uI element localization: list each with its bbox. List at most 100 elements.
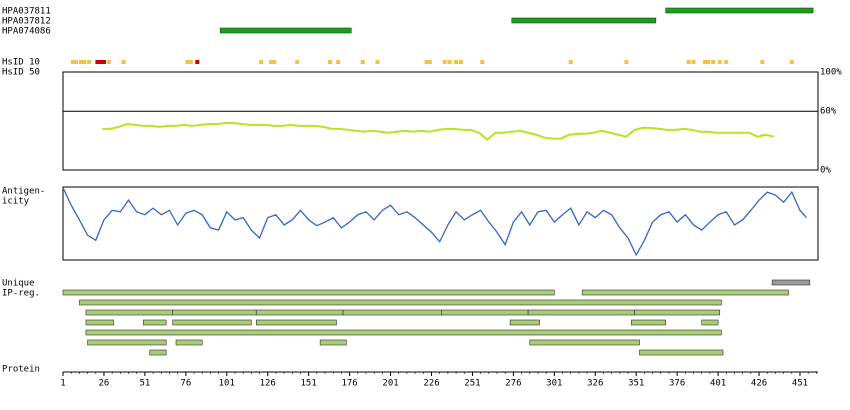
unique-region <box>85 329 722 336</box>
antigenicity-line <box>62 187 808 257</box>
hsid10-label: HsID 10 <box>2 58 40 68</box>
hsid10-mark <box>375 60 380 64</box>
hsid10-mark <box>447 60 452 64</box>
hsid10-mark <box>195 60 200 64</box>
x-tick-label: 51 <box>139 379 150 389</box>
antigenicity-label: Antigen- <box>2 187 45 197</box>
hsid10-mark <box>480 60 485 64</box>
hsid10-mark <box>454 60 459 64</box>
hsid10-mark <box>87 60 92 64</box>
identity-line <box>102 121 775 141</box>
unique-region <box>255 319 337 326</box>
hsid10-mark <box>74 60 79 64</box>
antibody-bar <box>219 27 352 34</box>
unique-region <box>85 309 174 316</box>
hsid10-mark <box>95 60 100 64</box>
unique-label: IP-reg. <box>2 289 40 299</box>
hsid10-mark <box>295 60 300 64</box>
hsid10-mark <box>98 60 103 64</box>
x-tick-label: 76 <box>180 379 191 389</box>
hsid10-mark <box>686 60 691 64</box>
y-tick-label: 60% <box>820 107 837 117</box>
hsid10-mark <box>789 60 794 64</box>
unique-region <box>441 309 529 316</box>
x-tick-label: 326 <box>587 379 603 389</box>
unique-region <box>149 349 167 356</box>
x-tick-label: 151 <box>301 379 317 389</box>
hsid10-mark <box>336 60 341 64</box>
x-tick-label: 401 <box>710 379 726 389</box>
hsid10-mark <box>717 60 722 64</box>
unique-region <box>87 339 167 346</box>
hsid10-mark <box>268 60 273 64</box>
hsid10-mark <box>702 60 707 64</box>
x-tick-label: 426 <box>751 379 767 389</box>
unique-region <box>255 309 344 316</box>
antibody-bar <box>665 7 814 14</box>
unique-region <box>79 299 722 306</box>
panel-frame <box>62 71 819 171</box>
panel-frame <box>62 186 819 261</box>
unique-region <box>172 319 252 326</box>
x-tick-label: 201 <box>382 379 398 389</box>
antibody-label: HPA037811 <box>2 7 51 17</box>
antibody-label: HPA074086 <box>2 27 51 37</box>
unique-region <box>172 309 257 316</box>
x-tick-label: 176 <box>341 379 357 389</box>
antibody-bar <box>511 17 657 24</box>
hsid10-mark <box>185 60 190 64</box>
unique-region <box>509 319 540 326</box>
unique-region <box>630 319 666 326</box>
unique-region <box>581 289 789 296</box>
unique-region <box>62 289 555 296</box>
hsid10-mark <box>70 60 75 64</box>
hsid10-mark <box>706 60 711 64</box>
x-tick-label: 351 <box>628 379 644 389</box>
hsid50-label: HsID 50 <box>2 68 40 78</box>
unique-region <box>319 339 347 346</box>
hsid10-mark <box>101 60 106 64</box>
unique-region <box>142 319 167 326</box>
x-tick-label: 26 <box>99 379 110 389</box>
unique-region <box>175 339 203 346</box>
unique-region <box>771 279 811 286</box>
hsid10-mark <box>360 60 365 64</box>
antigenicity-label: icity <box>2 197 30 207</box>
hsid10-mark <box>121 60 126 64</box>
x-tick-label: 376 <box>669 379 685 389</box>
hsid10-mark <box>272 60 277 64</box>
hsid10-mark <box>259 60 264 64</box>
unique-region <box>639 349 724 356</box>
unique-region <box>701 319 719 326</box>
unique-label: Unique <box>2 279 35 289</box>
hsid10-mark <box>724 60 729 64</box>
unique-region <box>527 309 635 316</box>
hsid10-mark <box>711 60 716 64</box>
hsid10-mark <box>442 60 447 64</box>
unique-region <box>85 319 115 326</box>
hsid10-mark <box>427 60 432 64</box>
hsid10-mark <box>691 60 696 64</box>
y-tick-label: 0% <box>820 166 831 176</box>
x-tick-label: 101 <box>219 379 235 389</box>
unique-region <box>342 309 442 316</box>
hsid10-mark <box>458 60 463 64</box>
hsid10-mark <box>327 60 332 64</box>
y-tick-label: 100% <box>820 68 842 78</box>
x-tick-label: 126 <box>260 379 276 389</box>
x-tick-label: 301 <box>546 379 562 389</box>
hsid10-mark <box>568 60 573 64</box>
hsid10-mark <box>760 60 765 64</box>
hsid10-mark <box>424 60 429 64</box>
hsid10-mark <box>79 60 84 64</box>
x-tick-label: 1 <box>60 379 65 389</box>
hsid10-mark <box>188 60 193 64</box>
antibody-label: HPA037812 <box>2 17 51 27</box>
hsid10-mark <box>624 60 629 64</box>
unique-region <box>634 309 721 316</box>
hsid10-mark <box>106 60 111 64</box>
x-tick-label: 276 <box>505 379 521 389</box>
hsid10-mark <box>82 60 87 64</box>
x-tick-label: 251 <box>464 379 480 389</box>
